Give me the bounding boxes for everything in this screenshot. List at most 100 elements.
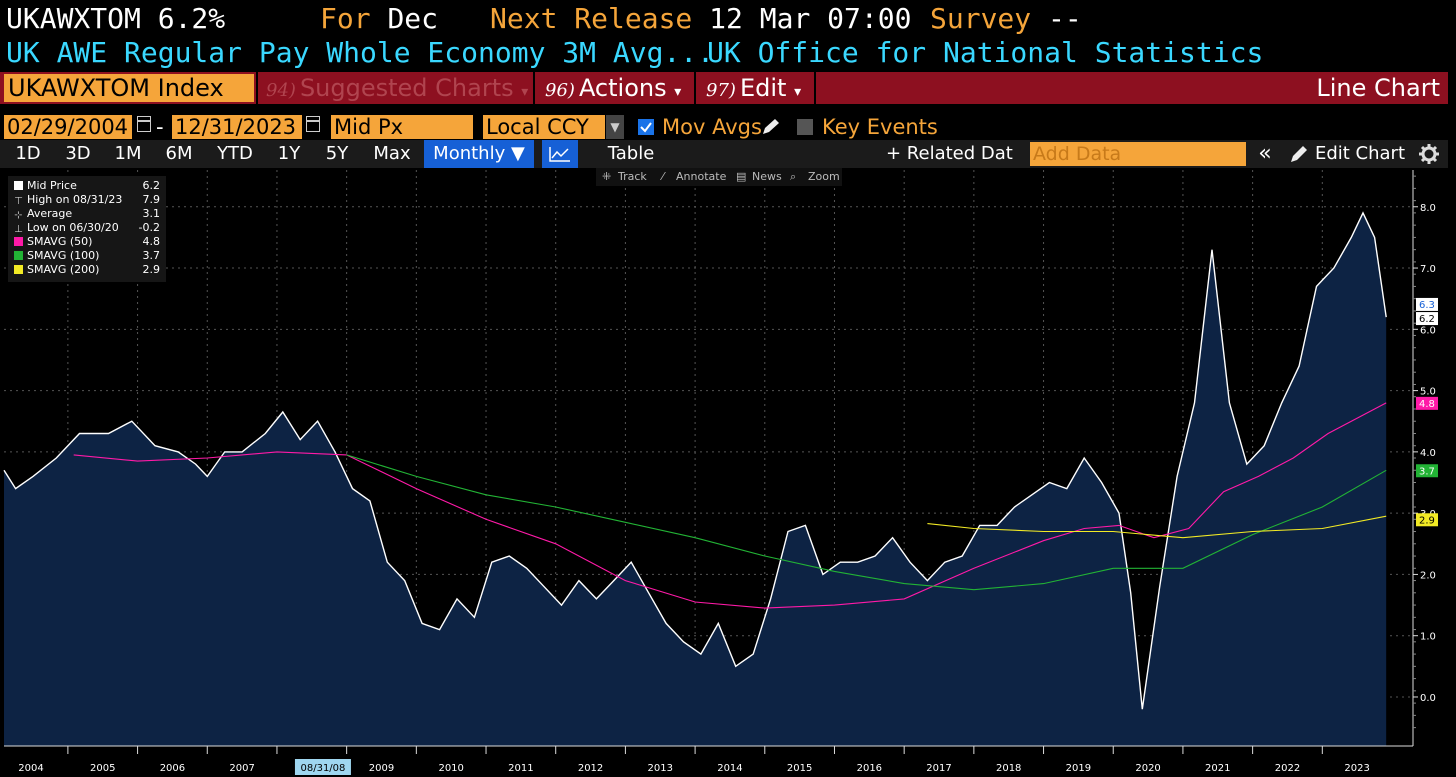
- last-value: 6.2%: [157, 2, 226, 35]
- related-data-button[interactable]: + Related Dat: [886, 143, 1013, 164]
- last-value-tag: [1416, 464, 1438, 478]
- ticker: UKAWXTOM: [6, 2, 141, 35]
- actions-button[interactable]: 96) Actions ▾: [545, 74, 681, 102]
- legend-swatch: [14, 251, 23, 260]
- gear-icon[interactable]: [1418, 143, 1440, 165]
- legend-row: ⊥ Low on 06/30/20 -0.2: [14, 221, 162, 235]
- suggested-charts-number: 94): [266, 80, 296, 101]
- security-header: UKAWXTOM 6.2%: [6, 2, 225, 38]
- mov-avgs-label[interactable]: Mov Avgs: [662, 115, 762, 139]
- legend-value: -0.2: [138, 221, 160, 234]
- x-tick-label: 2019: [1066, 763, 1091, 774]
- legend-row: SMAVG (100) 3.7: [14, 249, 162, 263]
- key-events-checkbox[interactable]: [797, 119, 813, 135]
- annotate-icon: ⁄: [662, 170, 664, 183]
- last-value-text: 3.7: [1419, 466, 1435, 477]
- annotate-tool[interactable]: Annotate: [676, 170, 727, 183]
- security-input[interactable]: UKAWXTOM Index: [4, 74, 254, 102]
- period-1m[interactable]: 1M: [114, 143, 142, 164]
- survey-label: Survey: [930, 2, 1032, 35]
- survey-value: --: [1048, 2, 1082, 35]
- edit-label: Edit: [739, 74, 787, 102]
- last-value-tag: [1416, 297, 1438, 311]
- y-tick-label: 6.0: [1420, 325, 1436, 336]
- y-tick-label: 5.0: [1420, 387, 1436, 398]
- y-tick-label: 4.0: [1420, 448, 1436, 459]
- last-value-text: 6.2: [1419, 314, 1435, 325]
- smavg-200-line: [927, 515, 1387, 539]
- period-1d[interactable]: 1D: [15, 143, 41, 164]
- chart-legend: Mid Price 6.2 ⊤ High on 08/31/23 7.9 ⊹ Ave…: [8, 176, 166, 282]
- zoom-tool[interactable]: Zoom: [808, 170, 840, 183]
- last-value-tag: [1416, 396, 1438, 410]
- toolbar-divider: [814, 72, 816, 104]
- x-tick-label: 2007: [229, 763, 254, 774]
- table-button[interactable]: Table: [607, 143, 655, 164]
- legend-row: SMAVG (50) 4.8: [14, 235, 162, 249]
- chevron-down-icon: ▾: [674, 84, 682, 100]
- calendar-icon[interactable]: [306, 116, 320, 132]
- end-date-input[interactable]: 12/31/2023: [172, 115, 302, 139]
- actions-label: Actions: [578, 74, 667, 102]
- calendar-icon[interactable]: [137, 116, 151, 132]
- legend-label: Average: [27, 207, 73, 220]
- start-date-input[interactable]: 02/29/2004: [4, 115, 132, 139]
- field-select[interactable]: Mid Px: [331, 115, 473, 139]
- x-tick-label: 2015: [787, 763, 812, 774]
- mov-avgs-checkbox[interactable]: [638, 119, 654, 135]
- period-1y[interactable]: 1Y: [277, 143, 301, 164]
- y-tick-label: 0.0: [1420, 693, 1436, 704]
- legend-value: 3.1: [142, 207, 161, 220]
- chart-type-label[interactable]: Line Chart: [1316, 74, 1440, 102]
- add-data-placeholder: Add Data: [1033, 143, 1122, 165]
- track-tool[interactable]: Track: [618, 170, 647, 183]
- mid-price-area: [4, 212, 1387, 746]
- line-chart[interactable]: 0.01.02.03.04.05.06.07.08.06.36.24.83.72…: [0, 168, 1456, 777]
- currency-select[interactable]: Local CCY: [483, 115, 605, 139]
- for-value: Dec: [387, 2, 439, 35]
- x-tick-label: 2010: [438, 763, 463, 774]
- average-marker-icon: ⊹: [14, 210, 23, 221]
- line-chart-toggle[interactable]: [542, 140, 578, 168]
- period-3d[interactable]: 3D: [65, 143, 91, 164]
- y-tick-label: 8.0: [1420, 203, 1436, 214]
- period-5y[interactable]: 5Y: [325, 143, 349, 164]
- legend-row: ⊹ Average 3.1: [14, 207, 162, 221]
- suggested-charts-label: Suggested Charts: [299, 74, 514, 102]
- key-events-label[interactable]: Key Events: [822, 115, 938, 139]
- x-tick-label: 2017: [926, 763, 951, 774]
- x-tick-label: 2009: [369, 763, 394, 774]
- legend-value: 4.8: [142, 235, 161, 248]
- news-icon: ▤: [736, 170, 747, 183]
- y-tick-label: 1.0: [1420, 632, 1436, 643]
- toolbar-divider: [694, 72, 696, 104]
- mid-price-line: [3, 211, 1387, 710]
- currency-dropdown-arrow[interactable]: ▼: [606, 115, 624, 139]
- period-max[interactable]: Max: [373, 143, 411, 164]
- x-tick-label: 2014: [717, 763, 742, 774]
- x-tick-label: 2006: [160, 763, 185, 774]
- add-data-input[interactable]: Add Data: [1030, 142, 1246, 166]
- pencil-icon[interactable]: [760, 117, 782, 137]
- legend-value: 7.9: [142, 193, 161, 206]
- period-6m[interactable]: 6M: [165, 143, 193, 164]
- collapse-button[interactable]: «: [1258, 141, 1272, 166]
- edit-chart-button[interactable]: Edit Chart: [1314, 143, 1406, 164]
- suggested-charts-button[interactable]: 94) Suggested Charts ▾: [266, 74, 528, 102]
- y-tick-label: 7.0: [1420, 264, 1436, 275]
- last-value-text: 2.9: [1419, 515, 1435, 526]
- news-tool[interactable]: News: [752, 170, 782, 183]
- x-tick-label: 2023: [1344, 763, 1369, 774]
- x-tick-label: 2016: [857, 763, 882, 774]
- period-ytd[interactable]: YTD: [217, 143, 253, 164]
- pencil-icon[interactable]: [1289, 144, 1309, 164]
- line-chart-icon: [549, 147, 570, 162]
- legend-swatch: [14, 265, 23, 274]
- legend-value: 6.2: [142, 179, 161, 192]
- edit-button[interactable]: 97) Edit ▾: [706, 74, 801, 102]
- check-icon: [640, 122, 652, 133]
- x-tick-label: 2013: [648, 763, 673, 774]
- x-tick-label: 2012: [578, 763, 603, 774]
- frequency-select[interactable]: Monthly ▼: [424, 140, 534, 168]
- legend-row: SMAVG (200) 2.9: [14, 263, 162, 277]
